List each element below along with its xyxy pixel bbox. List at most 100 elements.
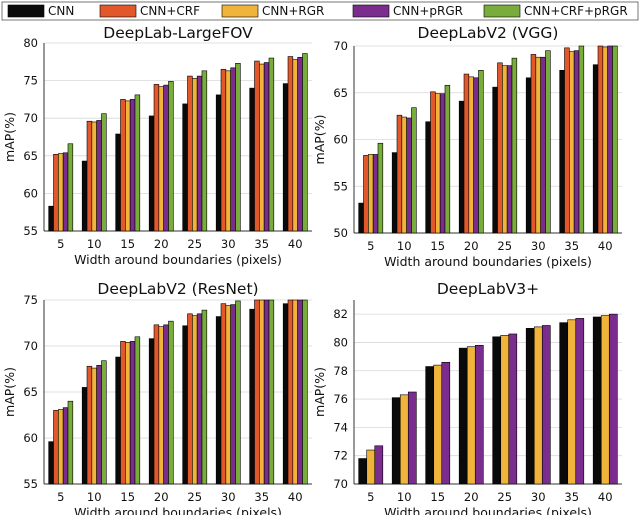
bar (168, 81, 174, 232)
bar (372, 154, 379, 234)
bar (358, 458, 368, 485)
x-tick-label: 10 (397, 490, 412, 504)
bar (182, 325, 188, 485)
bar (525, 77, 532, 234)
bar (508, 333, 518, 485)
bar (58, 409, 64, 485)
bar (62, 152, 69, 232)
x-tick-label: 40 (598, 239, 613, 253)
bar (148, 338, 155, 485)
bar (468, 76, 474, 234)
bar (192, 78, 198, 232)
bar (153, 84, 160, 232)
y-tick-label: 80 (23, 36, 38, 50)
bar (287, 299, 294, 485)
x-tick-label: 30 (531, 490, 546, 504)
x-tick-label: 25 (497, 239, 512, 253)
bar (592, 316, 602, 485)
bar (235, 300, 241, 485)
bar (58, 153, 64, 232)
bar (511, 57, 518, 234)
legend-item: CNN+pRGR (352, 4, 463, 18)
bar (559, 322, 569, 485)
x-tick-label: 10 (87, 490, 102, 504)
x-tick-label: 5 (367, 239, 374, 253)
x-axis-label: Width around boundaries (pixels) (384, 254, 592, 269)
x-tick-label: 40 (288, 237, 303, 251)
bar (433, 364, 443, 485)
chart-title: DeepLabV2 (VGG) (418, 24, 559, 42)
bar (163, 84, 169, 232)
bar (163, 324, 169, 485)
bar (86, 365, 93, 485)
x-tick-label: 30 (221, 490, 236, 504)
bar (492, 336, 502, 485)
y-tick-label: 76 (333, 392, 348, 406)
y-tick-label: 80 (333, 335, 348, 349)
legend-item: CNN (7, 4, 74, 18)
x-tick-label: 5 (57, 490, 64, 504)
bar (541, 325, 551, 485)
bar (374, 445, 384, 485)
bar (391, 152, 398, 234)
bar (196, 75, 203, 232)
bar (368, 154, 374, 234)
bar (96, 120, 102, 232)
bar (263, 62, 270, 232)
bar (235, 63, 241, 232)
bar (220, 303, 227, 485)
bar (125, 342, 131, 485)
bar (535, 56, 541, 234)
chart-panel: 70 72 74 76 78 80 82 5 10 15 20 25 30 35 40 DeepLabV3+ W… (312, 280, 622, 515)
y-tick-label: 65 (333, 86, 348, 100)
x-tick-label: 10 (87, 237, 102, 251)
bar (230, 304, 236, 485)
bar (249, 87, 255, 232)
bar (96, 365, 102, 485)
legend-label: CNN+RGR (262, 4, 324, 18)
bar (533, 326, 543, 485)
bar (473, 77, 479, 234)
bar (492, 86, 498, 234)
bar (592, 64, 599, 234)
bar (215, 316, 222, 485)
bar (134, 94, 141, 232)
bar (607, 45, 613, 234)
bar (430, 91, 436, 234)
x-axis-label: Width around boundaries (pixels) (74, 505, 282, 515)
y-tick-label: 70 (333, 39, 348, 53)
x-axis-label: Width around boundaries (pixels) (384, 505, 592, 515)
bar (425, 121, 431, 234)
bar (115, 356, 121, 485)
bar (201, 70, 208, 232)
y-tick-label: 74 (333, 420, 348, 434)
bar (67, 400, 74, 485)
bar (148, 115, 155, 232)
bar (399, 394, 409, 485)
bar (391, 397, 401, 485)
bar (53, 153, 59, 232)
bar (573, 50, 580, 234)
bar (497, 62, 503, 234)
bar (441, 361, 451, 485)
x-tick-label: 35 (564, 490, 579, 504)
legend-item: CNN+CRF (99, 4, 200, 18)
x-tick-label: 15 (120, 237, 135, 251)
bar (600, 315, 610, 485)
y-tick-label: 75 (23, 293, 38, 307)
x-tick-label: 25 (497, 490, 512, 504)
y-tick-label: 70 (23, 339, 38, 353)
bar (377, 142, 384, 234)
bar (463, 73, 470, 234)
bar (48, 205, 54, 232)
chart-title: DeepLabV2 (ResNet) (97, 280, 258, 298)
bar (366, 449, 376, 485)
bar (525, 328, 535, 485)
bar (297, 56, 303, 232)
bar (225, 305, 231, 485)
x-tick-label: 40 (288, 490, 303, 504)
bar (406, 117, 412, 234)
bar (230, 67, 236, 232)
bar (575, 318, 585, 485)
y-axis-label: mAP(%) (312, 115, 327, 165)
